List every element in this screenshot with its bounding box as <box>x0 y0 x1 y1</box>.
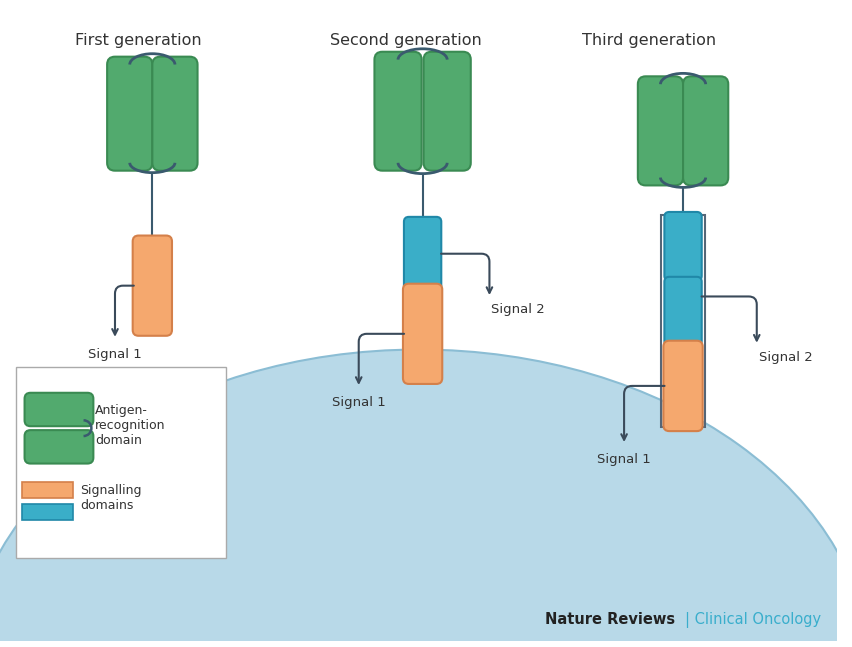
Ellipse shape <box>0 349 852 647</box>
FancyBboxPatch shape <box>133 236 172 336</box>
Text: Signal 2: Signal 2 <box>492 303 545 316</box>
FancyBboxPatch shape <box>665 277 702 345</box>
Text: Signal 1: Signal 1 <box>331 396 386 409</box>
FancyBboxPatch shape <box>683 76 728 186</box>
Text: Third generation: Third generation <box>582 33 716 48</box>
Bar <box>21 504 72 520</box>
Bar <box>21 482 72 498</box>
Bar <box>661 215 705 427</box>
Text: | Clinical Oncology: | Clinical Oncology <box>685 612 821 628</box>
FancyBboxPatch shape <box>638 76 683 186</box>
FancyBboxPatch shape <box>664 341 703 431</box>
Bar <box>0 641 838 647</box>
Text: Second generation: Second generation <box>331 33 482 48</box>
Text: Signalling
domains: Signalling domains <box>81 484 142 512</box>
FancyBboxPatch shape <box>665 212 702 281</box>
FancyBboxPatch shape <box>25 393 94 426</box>
FancyBboxPatch shape <box>404 217 441 291</box>
Text: Nature Reviews: Nature Reviews <box>545 612 676 628</box>
Text: Signal 2: Signal 2 <box>759 351 813 364</box>
Text: Antigen-
recognition
domain: Antigen- recognition domain <box>95 404 166 446</box>
FancyBboxPatch shape <box>15 367 226 558</box>
FancyBboxPatch shape <box>403 283 442 384</box>
FancyBboxPatch shape <box>374 52 422 171</box>
Text: Signal 1: Signal 1 <box>88 347 142 360</box>
Text: First generation: First generation <box>75 33 201 48</box>
FancyBboxPatch shape <box>153 57 198 171</box>
FancyBboxPatch shape <box>423 52 471 171</box>
FancyBboxPatch shape <box>107 57 153 171</box>
Text: Signal 1: Signal 1 <box>597 453 651 466</box>
FancyBboxPatch shape <box>25 430 94 463</box>
